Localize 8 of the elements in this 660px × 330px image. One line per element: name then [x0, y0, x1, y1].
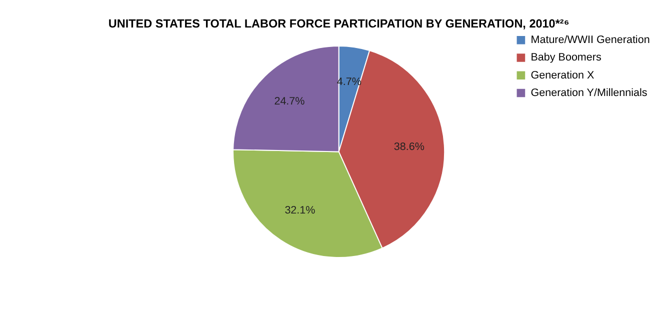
data-label: 24.7%	[274, 95, 306, 108]
data-label: 32.1%	[284, 204, 316, 217]
legend-label: Baby Boomers	[530, 52, 602, 64]
legend-label: Mature/WWII Generation	[530, 34, 650, 46]
data-label: 38.6%	[394, 141, 425, 154]
legend-label: Generation X	[530, 69, 594, 82]
legend-label: Generation Y/Millennials	[530, 86, 648, 99]
chart-title: UNITED STATES TOTAL LABOR FORCE PARTICIPATION BY GENERATION, 2010*²⁶	[108, 17, 570, 30]
